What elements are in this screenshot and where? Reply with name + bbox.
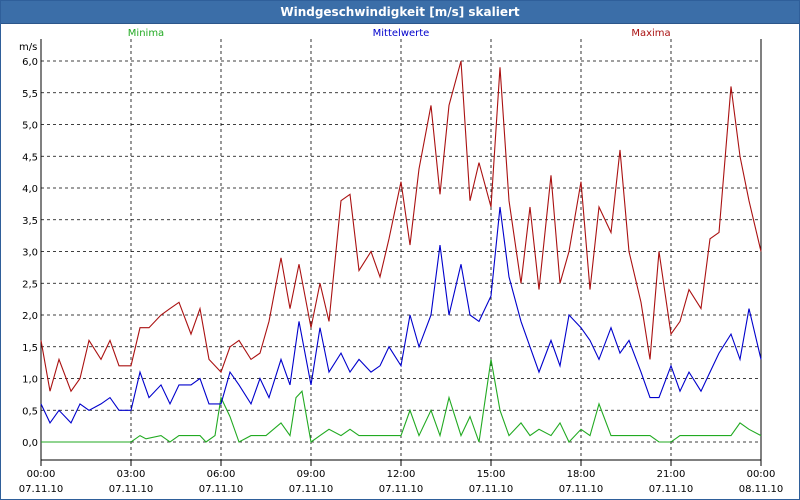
y-tick-label: 0,5: [22, 406, 38, 417]
x-tick-time-label: 06:00: [207, 469, 236, 480]
x-tick-date-label: 07.11.10: [559, 484, 604, 495]
series-line-minima: [41, 359, 762, 443]
legend: Minima Mittelwerte Maxima: [128, 28, 671, 39]
x-tick-labels: 00:00 07.11.10 03:00 07.11.10 06:00 07.11.10 0…: [19, 469, 784, 495]
x-tick-date-label: 07.11.10: [649, 484, 694, 495]
x-tick-time-label: 21:00: [657, 469, 686, 480]
x-tick-time-label: 18:00: [567, 469, 596, 480]
y-axis-unit-label: m/s: [19, 42, 37, 53]
x-tick-time-label: 00:00: [747, 469, 776, 480]
x-tick-date-label: 07.11.10: [379, 484, 424, 495]
x-tick-time-label: 12:00: [387, 469, 416, 480]
y-tick-labels: 0,0 0,5 1,0 1,5 2,0 2,5 3,0 3,5 4,0 4,5 5,0 5,5 6,0: [22, 57, 38, 449]
series-line-maxima: [40, 60, 762, 393]
x-tick-date-label: 07.11.10: [199, 484, 244, 495]
axes: m/s: [19, 39, 762, 466]
y-tick-label: 2,5: [22, 279, 38, 290]
x-tick-date-label: 07.11.10: [19, 484, 64, 495]
x-tick-date-label: 07.11.10: [109, 484, 154, 495]
y-tick-label: 6,0: [22, 57, 38, 68]
y-tick-label: 1,5: [22, 343, 38, 354]
y-tick-label: 0,0: [22, 438, 38, 449]
x-tick-time-label: 09:00: [297, 469, 326, 480]
x-tick-date-label: 08.11.10: [739, 484, 784, 495]
x-tick-date-label: 07.11.10: [469, 484, 514, 495]
legend-maxima: Maxima: [631, 28, 670, 39]
y-tick-label: 5,0: [22, 121, 38, 132]
x-tick-time-label: 03:00: [117, 469, 146, 480]
x-tick-date-label: 07.11.10: [289, 484, 334, 495]
y-tick-label: 3,5: [22, 216, 38, 227]
legend-minima: Minima: [128, 28, 164, 39]
wind-speed-chart: m/s Minima Mittelwerte Maxima 0,0 0,5 1,0 1,5…: [19, 28, 784, 495]
chart-title: Windgeschwindigkeit [m/s] skaliert: [1, 1, 799, 24]
x-tick-time-label: 00:00: [27, 469, 56, 480]
y-tick-label: 5,5: [22, 89, 38, 100]
y-tick-label: 4,0: [22, 184, 38, 195]
series-layer: [40, 60, 762, 443]
legend-mittelwerte: Mittelwerte: [373, 28, 430, 39]
y-tick-label: 4,5: [22, 152, 38, 163]
y-tick-label: 1,0: [22, 375, 38, 386]
x-tick-time-label: 15:00: [477, 469, 506, 480]
series-line-mittelwerte: [40, 206, 762, 424]
y-tick-label: 3,0: [22, 248, 38, 259]
y-tick-label: 2,0: [22, 311, 38, 322]
